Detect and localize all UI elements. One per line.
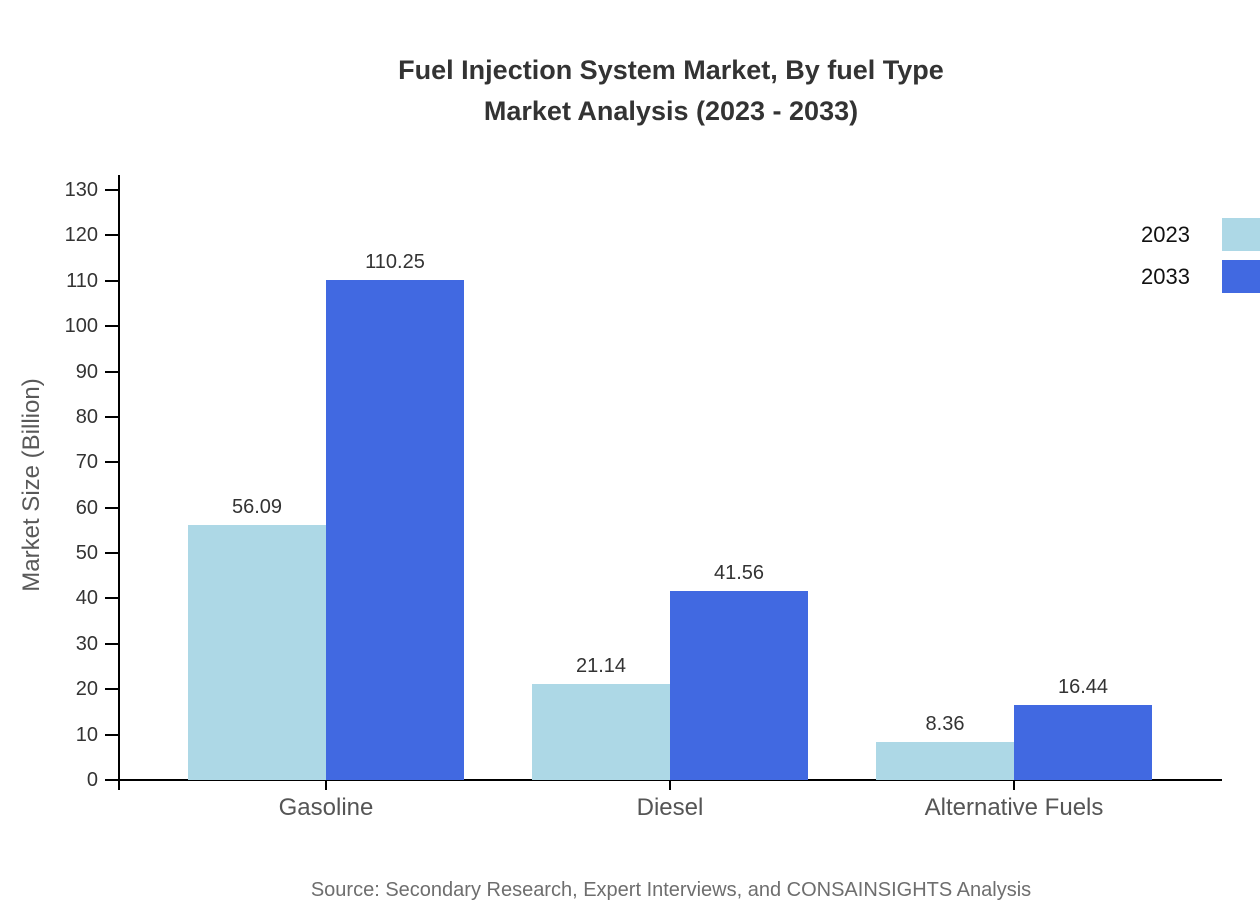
y-tick-mark <box>105 552 119 555</box>
y-tick-mark <box>105 234 119 237</box>
legend-swatch-icon <box>1222 218 1260 251</box>
x-axis-line <box>118 779 1222 781</box>
bar-value-label: 41.56 <box>713 562 765 585</box>
x-category-label: Diesel <box>636 794 704 821</box>
legend-swatch-icon <box>1222 260 1260 293</box>
y-tick-label: 100 <box>64 315 98 338</box>
bar-value-label: 21.14 <box>575 655 627 678</box>
bar-2033-diesel <box>670 591 808 780</box>
y-tick-mark <box>105 506 119 509</box>
y-tick-mark <box>105 189 119 191</box>
y-axis-line <box>118 175 120 790</box>
y-tick-label: 130 <box>64 179 98 201</box>
bar-value-label: 56.09 <box>231 496 283 519</box>
bar-value-label: 8.36 <box>925 713 965 736</box>
legend-label: 2023 <box>1141 221 1190 247</box>
x-tick-mark <box>325 781 327 790</box>
y-tick-label: 10 <box>75 723 98 746</box>
y-tick-label: 50 <box>75 542 98 565</box>
bar-2033-gasoline <box>326 279 464 780</box>
y-tick-label: 30 <box>75 632 98 655</box>
y-tick-mark <box>105 779 119 781</box>
y-tick-label: 70 <box>75 451 98 474</box>
bar-2033-alternative-fuels <box>1014 705 1152 780</box>
y-tick-label: 90 <box>75 360 98 383</box>
bar-2023-gasoline <box>188 525 326 780</box>
chart-title-line2: Market Analysis (2023 - 2033) <box>483 96 859 126</box>
x-tick-mark <box>669 781 671 790</box>
x-category-label: Gasoline <box>278 794 374 821</box>
y-tick-mark <box>105 642 119 645</box>
y-tick-label: 120 <box>64 224 98 247</box>
y-tick-label: 20 <box>75 678 98 701</box>
y-tick-label: 80 <box>75 405 98 428</box>
y-tick-label: 0 <box>86 769 98 791</box>
bar-2023-diesel <box>532 684 670 780</box>
x-category-label: Alternative Fuels <box>924 794 1104 821</box>
y-tick-label: 110 <box>66 269 98 292</box>
y-tick-mark <box>105 688 119 691</box>
y-tick-mark <box>105 733 119 736</box>
chart-title: Fuel Injection System Market, By fuel Ty… <box>120 50 1222 132</box>
y-tick-label: 40 <box>75 587 98 610</box>
y-tick-mark <box>105 461 119 464</box>
source-note: Source: Secondary Research, Expert Inter… <box>310 879 1032 901</box>
chart-title-line1: Fuel Injection System Market, By fuel Ty… <box>398 55 944 85</box>
legend: 2023 2033 <box>1141 218 1260 302</box>
legend-row-2033: 2033 <box>1141 260 1260 293</box>
y-tick-mark <box>105 597 119 600</box>
y-tick-mark <box>105 325 119 328</box>
bar-value-label: 110.25 <box>365 250 425 273</box>
y-tick-mark <box>105 415 119 418</box>
bar-2023-alternative-fuels <box>876 742 1014 780</box>
legend-row-2023: 2023 <box>1141 218 1260 251</box>
y-tick-label: 60 <box>75 496 98 519</box>
bar-value-label: 16.44 <box>1057 676 1109 699</box>
y-tick-mark <box>105 279 119 282</box>
legend-label: 2033 <box>1141 263 1190 289</box>
y-tick-mark <box>105 370 119 373</box>
x-tick-mark <box>1013 781 1015 790</box>
